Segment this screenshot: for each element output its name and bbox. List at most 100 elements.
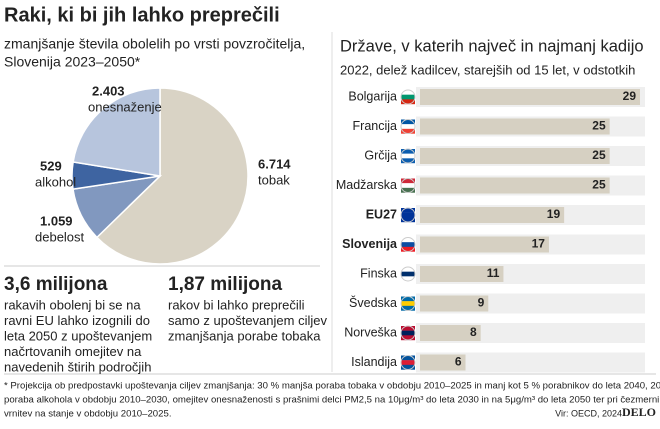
category-label: Švedska xyxy=(349,295,397,310)
flag-stripe xyxy=(401,94,415,100)
category-label: Bolgarija xyxy=(348,89,397,103)
stat-value: 3,6 milijona xyxy=(4,274,108,295)
flag-stripe xyxy=(401,267,415,272)
flag-stripe xyxy=(401,153,415,159)
flag-stripe xyxy=(401,242,415,248)
bar xyxy=(420,236,549,253)
flag-stripe xyxy=(401,301,415,307)
flag-stripe xyxy=(401,178,415,184)
bar xyxy=(420,148,610,164)
stat-text: zmanjšanja porabe tobaka xyxy=(168,328,321,343)
flag-stripe xyxy=(401,183,415,189)
flag-stripe xyxy=(401,187,415,193)
flag-stripe xyxy=(401,364,415,370)
slice-label: debelost xyxy=(35,229,85,244)
category-label: Finska xyxy=(360,266,397,280)
slice-label: tobak xyxy=(258,172,290,187)
flag-stripe xyxy=(401,326,415,331)
value-label: 11 xyxy=(487,266,500,280)
footnote: vrnitev na stanje v obdobju 2010–2025. xyxy=(4,409,171,420)
flag-outline xyxy=(400,89,416,105)
bar xyxy=(420,325,481,341)
stat-text: rakov bi lahko preprečili xyxy=(168,297,305,312)
flag-stripe xyxy=(401,335,415,341)
value-label: 25 xyxy=(592,119,606,133)
bar xyxy=(420,266,504,282)
slice-value: 2.403 xyxy=(92,83,125,98)
subtitle: zmanjšanje števila obolelih po vrsti pov… xyxy=(4,36,305,52)
brand: DELO xyxy=(622,405,656,419)
flag-outline xyxy=(400,325,416,341)
flag-outline xyxy=(400,355,416,370)
value-label: 29 xyxy=(623,89,637,103)
footnote: * Projekcija ob predpostavki upoštevanja… xyxy=(4,381,660,392)
bar xyxy=(420,295,489,312)
flag-outline xyxy=(400,178,416,193)
value-label: 19 xyxy=(547,207,561,221)
slice-label: alkohol xyxy=(35,174,76,189)
stat-text: leta 2050 z upoštevanjem xyxy=(4,328,152,343)
bar xyxy=(420,207,565,223)
flag-stripe xyxy=(401,128,415,134)
flag-stripe xyxy=(401,237,415,243)
pie-slice xyxy=(95,87,249,265)
flag-stripe xyxy=(401,158,415,164)
category-label: Francija xyxy=(353,119,398,133)
flag-stripe xyxy=(401,276,415,282)
value-label: 25 xyxy=(592,178,606,192)
flag-stripe xyxy=(401,208,415,213)
flag-stripe xyxy=(401,119,415,125)
pie-slice xyxy=(72,87,161,177)
stat-text: načrtovanih omejitev na xyxy=(4,344,142,359)
value-label: 6 xyxy=(455,355,462,369)
stat-value: 1,87 milijona xyxy=(168,274,282,295)
bar xyxy=(420,177,610,194)
slice-value: 6.714 xyxy=(258,156,291,171)
value-label: 8 xyxy=(470,325,477,339)
value-label: 25 xyxy=(592,148,606,162)
flag-stripe xyxy=(401,99,415,105)
slice-value: 529 xyxy=(40,158,62,173)
stat-text: ravni EU lahko izognili do xyxy=(4,313,150,328)
title: Raki, ki bi jih lahko preprečili xyxy=(4,4,280,26)
chart-title: Države, v katerih največ in najmanj kadi… xyxy=(340,37,644,55)
flag-stripe xyxy=(401,360,415,366)
row-band xyxy=(416,352,645,373)
subtitle: Slovenija 2023–2050* xyxy=(4,54,141,70)
value-label: 9 xyxy=(478,296,485,310)
flag-stripe xyxy=(401,355,415,361)
category-label: Islandija xyxy=(351,355,397,369)
value-label: 17 xyxy=(532,237,546,251)
flag-outline xyxy=(400,207,416,223)
bar xyxy=(420,89,640,105)
stat-text: navedenih štirih področjih xyxy=(4,359,151,374)
flag-stripe xyxy=(401,305,415,311)
flag-stripe xyxy=(401,330,415,336)
flag-stripe xyxy=(401,149,415,154)
source: Vir: OECD, 2024 xyxy=(555,408,622,418)
flag-outline xyxy=(400,237,416,252)
slice-label: onesnaženje xyxy=(88,99,162,114)
subtitle: 2022, delež kadilcev, starejših od 15 le… xyxy=(340,62,635,77)
category-label: Madžarska xyxy=(336,178,397,192)
stat-text: rakavih obolenj bi se na xyxy=(4,297,141,312)
flag-stripe xyxy=(401,90,415,95)
category-label: EU27 xyxy=(366,207,397,221)
flag-stripe xyxy=(401,217,415,223)
flag-stripe xyxy=(401,271,415,277)
category-label: Norveška xyxy=(344,325,397,339)
flag-outline xyxy=(400,119,416,134)
flag-stripe xyxy=(401,296,415,302)
flag-outline xyxy=(400,148,416,164)
stat-text: samo z upoštevanjem ciljev xyxy=(168,313,327,328)
bar xyxy=(420,118,610,135)
category-label: Grčija xyxy=(364,148,397,162)
flag-stripe xyxy=(401,212,415,218)
flag-stripe xyxy=(401,124,415,130)
footnote: poraba alkohola v obdobju 2010–2030, ome… xyxy=(4,395,660,406)
bar xyxy=(420,354,466,371)
flag-outline xyxy=(400,266,416,282)
category-label: Slovenija xyxy=(342,237,398,251)
